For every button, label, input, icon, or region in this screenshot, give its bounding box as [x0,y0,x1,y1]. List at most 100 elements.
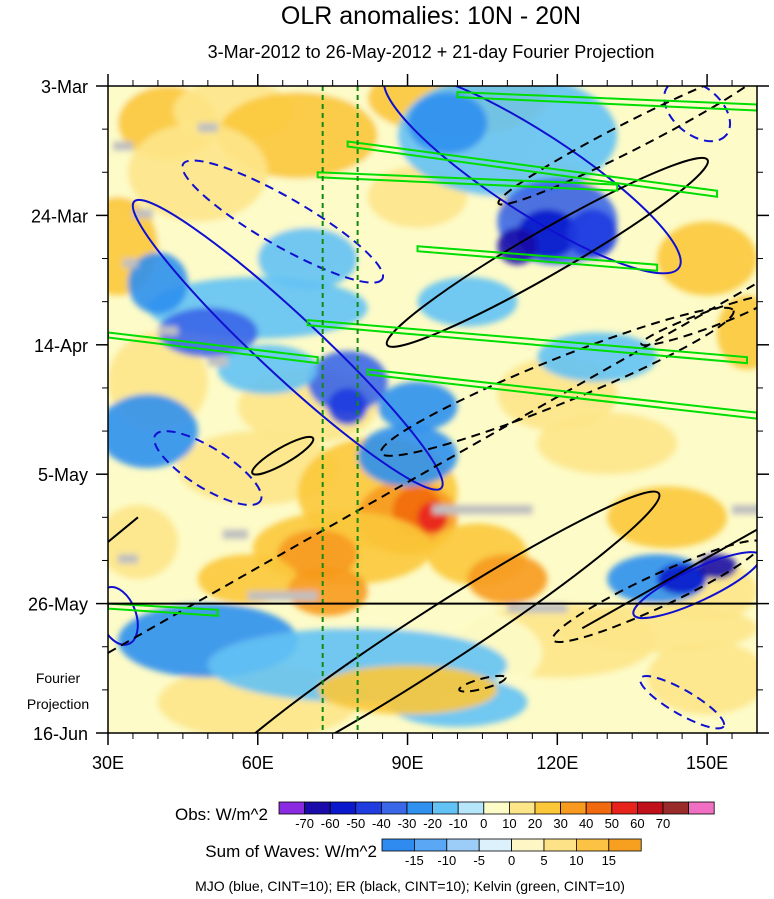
field-cell-9 [657,221,757,296]
obs-colorbar-tick-7: 0 [480,816,487,831]
waves-colorbar-swatch-7 [608,838,642,852]
obs-colorbar-swatch-13 [611,801,638,815]
waves-colorbar-tick-1: -10 [437,853,456,868]
obs-colorbar-swatch-7 [457,801,485,815]
obs-colorbar-swatch-4 [380,801,408,815]
missing-data-patch-2 [132,209,153,219]
obs-colorbar-tick-3: -40 [372,816,391,831]
field-cell-53 [537,332,658,382]
x-axis: 30E 60E 90E 120E 150E [92,74,733,773]
kelvin-contour-3 [366,368,757,420]
field-cell-43 [377,381,458,432]
missing-data-patch-9 [507,603,568,613]
waves-colorbar-tick-5: 10 [569,853,583,868]
obs-colorbar-swatch-15 [662,801,690,815]
mjo-contour-8 [632,551,757,620]
obs-colorbar-swatch-8 [483,801,510,815]
field-cell-31 [647,640,757,715]
field-cell-26 [467,554,548,604]
obs-colorbar-tick-14: 70 [656,816,670,831]
waves-colorbar-tick-4: 5 [540,853,547,868]
field-cell-16 [607,486,728,549]
er-contour-9 [108,282,757,654]
obs-colorbar-tick-6: -10 [449,816,468,831]
kelvin-contour-1 [108,331,319,365]
mjo-contour-2 [382,86,682,275]
obs-colorbar-tick-1: -60 [321,816,340,831]
field-cell-10 [717,295,757,370]
waves-colorbar-label: Sum of Waves: W/m^2 [205,842,377,861]
y-tick-label-4: 26-May [28,595,88,615]
x-tick-label-4: 150E [686,753,728,773]
missing-data-patch-3 [122,258,138,268]
y-tick-label-5: 16-Jun [33,724,88,744]
mjo-contour-3 [181,159,385,284]
y-tick-label-1: 24-Mar [31,206,88,226]
waves-colorbar-swatch-0 [381,838,415,852]
er-contour-2 [204,490,661,733]
obs-colorbar-swatch-11 [560,801,587,815]
field-cell-18 [108,505,178,579]
obs-colorbar-swatch-5 [406,801,434,815]
obs-colorbar-tick-4: -30 [398,816,417,831]
field-cell-57 [557,603,757,653]
missing-data-patch-1 [197,122,218,133]
er-contour-8 [640,294,757,347]
waves-colorbar-tick-2: -5 [473,853,485,868]
chart-subtitle: 3-Mar-2012 to 26-May-2012 + 21-day Fouri… [208,42,655,62]
y-tick-label-2: 14-Apr [34,336,88,356]
er-contour-11 [581,528,757,630]
chart-title: OLR anomalies: 10N - 20N [281,2,581,30]
obs-colorbar-tick-5: -20 [423,816,442,831]
obs-colorbar-tick-10: 30 [553,816,567,831]
missing-data-patch-6 [222,529,248,539]
x-tick-label-2: 90E [392,753,424,773]
obs-colorbar-tick-2: -50 [346,816,365,831]
field-cell-34 [407,92,488,154]
kelvin-contour-6 [108,602,219,617]
missing-data-patch-10 [432,505,533,515]
obs-colorbar-tick-8: 10 [502,816,516,831]
kelvin-contours [108,91,757,617]
projection-label-line2: Projection [27,696,89,712]
er-contour-3 [251,435,315,476]
field-cell-46 [108,394,198,469]
x-tick-label-3: 120E [536,753,578,773]
obs-colorbar-swatch-1 [304,801,331,815]
er-contour-1 [385,156,709,348]
obs-colorbar-tick-9: 20 [528,816,542,831]
obs-colorbar-tick-0: -70 [295,816,314,831]
y-tick-label-3: 5-May [38,465,88,485]
obs-colorbar-swatch-9 [508,801,536,815]
x-tick-label-0: 30E [92,753,124,773]
waves-colorbar-swatch-4 [511,838,545,852]
waves-colorbar-tick-0: -15 [405,853,424,868]
er-contour-7 [458,674,507,693]
obs-colorbar-tick-13: 60 [630,816,644,831]
er-contour-5 [379,306,735,457]
field-cell-42 [327,387,368,425]
kelvin-contour-4 [416,245,659,272]
kelvin-contour-2 [346,140,719,198]
x-tick-label-1: 60E [242,753,274,773]
obs-colorbar-tick-12: 50 [605,816,619,831]
obs-colorbar-swatch-10 [534,801,562,815]
field-cell-52 [697,554,738,579]
field-cell-40 [157,307,258,358]
missing-data-patch-11 [732,505,757,515]
obs-colorbar-swatch-12 [585,801,613,815]
waves-colorbar-swatch-6 [576,838,610,852]
kelvin-contour-5 [306,319,749,365]
field-cell-45 [217,344,318,395]
er-contour-10 [108,516,139,543]
obs-colorbar-tick-11: 40 [579,816,593,831]
missing-data-patch-4 [157,326,178,336]
obs-colorbar-swatch-6 [432,801,459,815]
y-axis: 3-Mar 24-Mar 14-Apr 5-May 26-May 16-Jun [28,77,769,744]
field-cell-41 [307,350,388,413]
er-contours [108,86,757,733]
y-tick-label-0: 3-Mar [41,77,88,97]
waves-colorbar-tick-3: 0 [508,853,515,868]
missing-data-patch-0 [112,141,133,151]
